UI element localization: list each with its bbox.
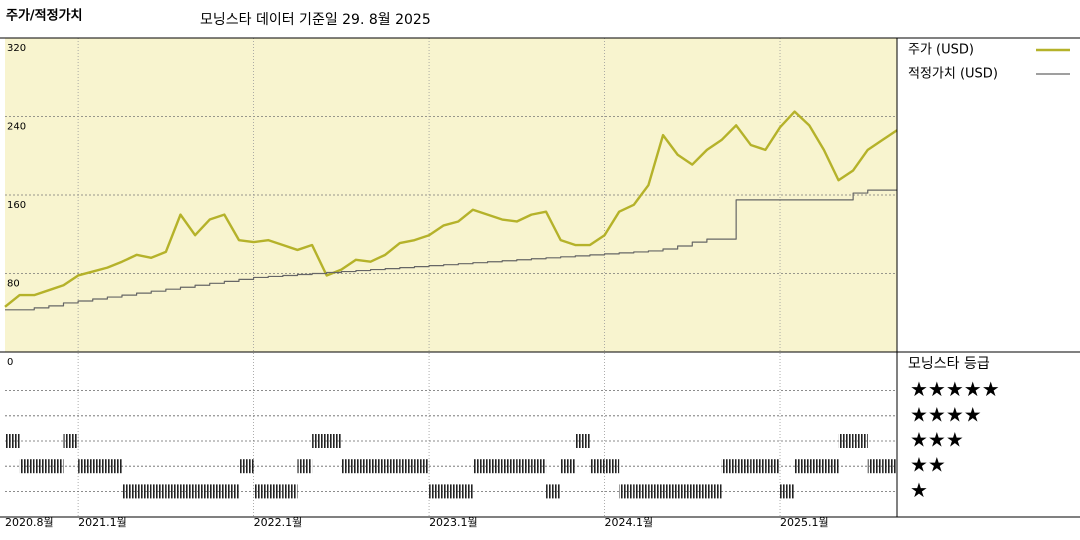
rating-bar [238,459,254,474]
y-tick-label: 0 [7,357,13,368]
x-tick-label: 2024.1월 [605,516,654,529]
rating-bar [341,459,356,474]
rating-label: ★ [910,478,928,502]
x-tick-label: 2020.8월 [5,516,54,529]
rating-bar [414,459,430,474]
rating-bar [502,459,517,474]
rating-bar [253,484,269,499]
rating-bar [794,459,810,474]
y-tick-label: 80 [7,279,20,290]
rating-bar [838,434,854,448]
rating-bar [63,434,79,448]
rating-label: ★★★★★ [910,377,1000,401]
rating-label: ★★★ [910,428,964,452]
x-tick-label: 2025.1월 [780,516,829,529]
rating-bar [619,484,634,499]
rating-bar [385,459,400,474]
rating-bar [151,484,166,499]
rating-bar [809,459,824,474]
y-tick-label: 240 [7,122,26,133]
rating-bar [19,459,35,474]
rating-bar [312,434,327,448]
rating-label: ★★ [910,453,946,477]
rating-bar [853,434,868,448]
legend-label: 주가 (USD) [908,43,974,58]
rating-bar [195,484,210,499]
rating-bar [516,459,532,474]
x-tick-label: 2021.1월 [78,516,127,529]
legend-label: 적정가치 (USD) [908,67,998,82]
rating-bar [736,459,751,474]
rating-bar [575,434,590,448]
y-tick-label: 160 [7,200,26,211]
x-tick-label: 2022.1월 [254,516,303,529]
rating-bar [165,484,181,499]
rating-bar [677,484,693,499]
rating-bar [180,484,196,499]
series-line [5,189,897,311]
rating-bar [5,434,20,448]
series-line [4,110,898,308]
rating-label: ★★★★ [910,402,982,426]
rating-bar [589,459,605,474]
rating-bar [692,484,707,499]
rating-bar [604,459,620,474]
rating-bar [399,459,415,474]
rating-bar [121,484,137,499]
y-tick-label: 320 [7,43,26,54]
rating-bar [107,459,122,474]
chart-subtitle: 모닝스타 데이터 기준일 29. 8월 2025 [200,12,431,28]
rating-bar [297,459,313,474]
rating-bar [706,484,722,499]
x-tick-label: 2023.1월 [429,516,478,529]
rating-bar [443,484,459,499]
rating-bar [209,484,225,499]
rating-title: 모닝스타 등급 [908,356,990,372]
rating-bar [750,459,766,474]
rating-bar [326,434,342,448]
rating-bar [663,484,678,499]
rating-bar [370,459,386,474]
rating-bar [92,459,108,474]
rating-bar [268,484,283,499]
rating-bar [34,459,49,474]
rating-bar [560,459,576,474]
rating-bar [282,484,298,499]
rating-bar [472,459,488,474]
rating-bar [765,459,781,474]
rating-bar [224,484,239,499]
rating-bar [633,484,649,499]
rating-bar [780,484,795,499]
rating-bar [136,484,152,499]
rating-bar [429,484,444,499]
rating-bar [458,484,473,499]
rating-bar [546,484,561,499]
rating-bar [648,484,664,499]
rating-bar [531,459,547,474]
rating-bar [867,459,883,474]
rating-bar [355,459,371,474]
rating-bar [487,459,503,474]
rating-bar [823,459,839,474]
rating-bar [721,459,737,474]
rating-bar [48,459,64,474]
chart-title: 주가/적정가치 [6,8,83,24]
rating-bar [78,459,93,474]
rating-bar [882,459,897,474]
